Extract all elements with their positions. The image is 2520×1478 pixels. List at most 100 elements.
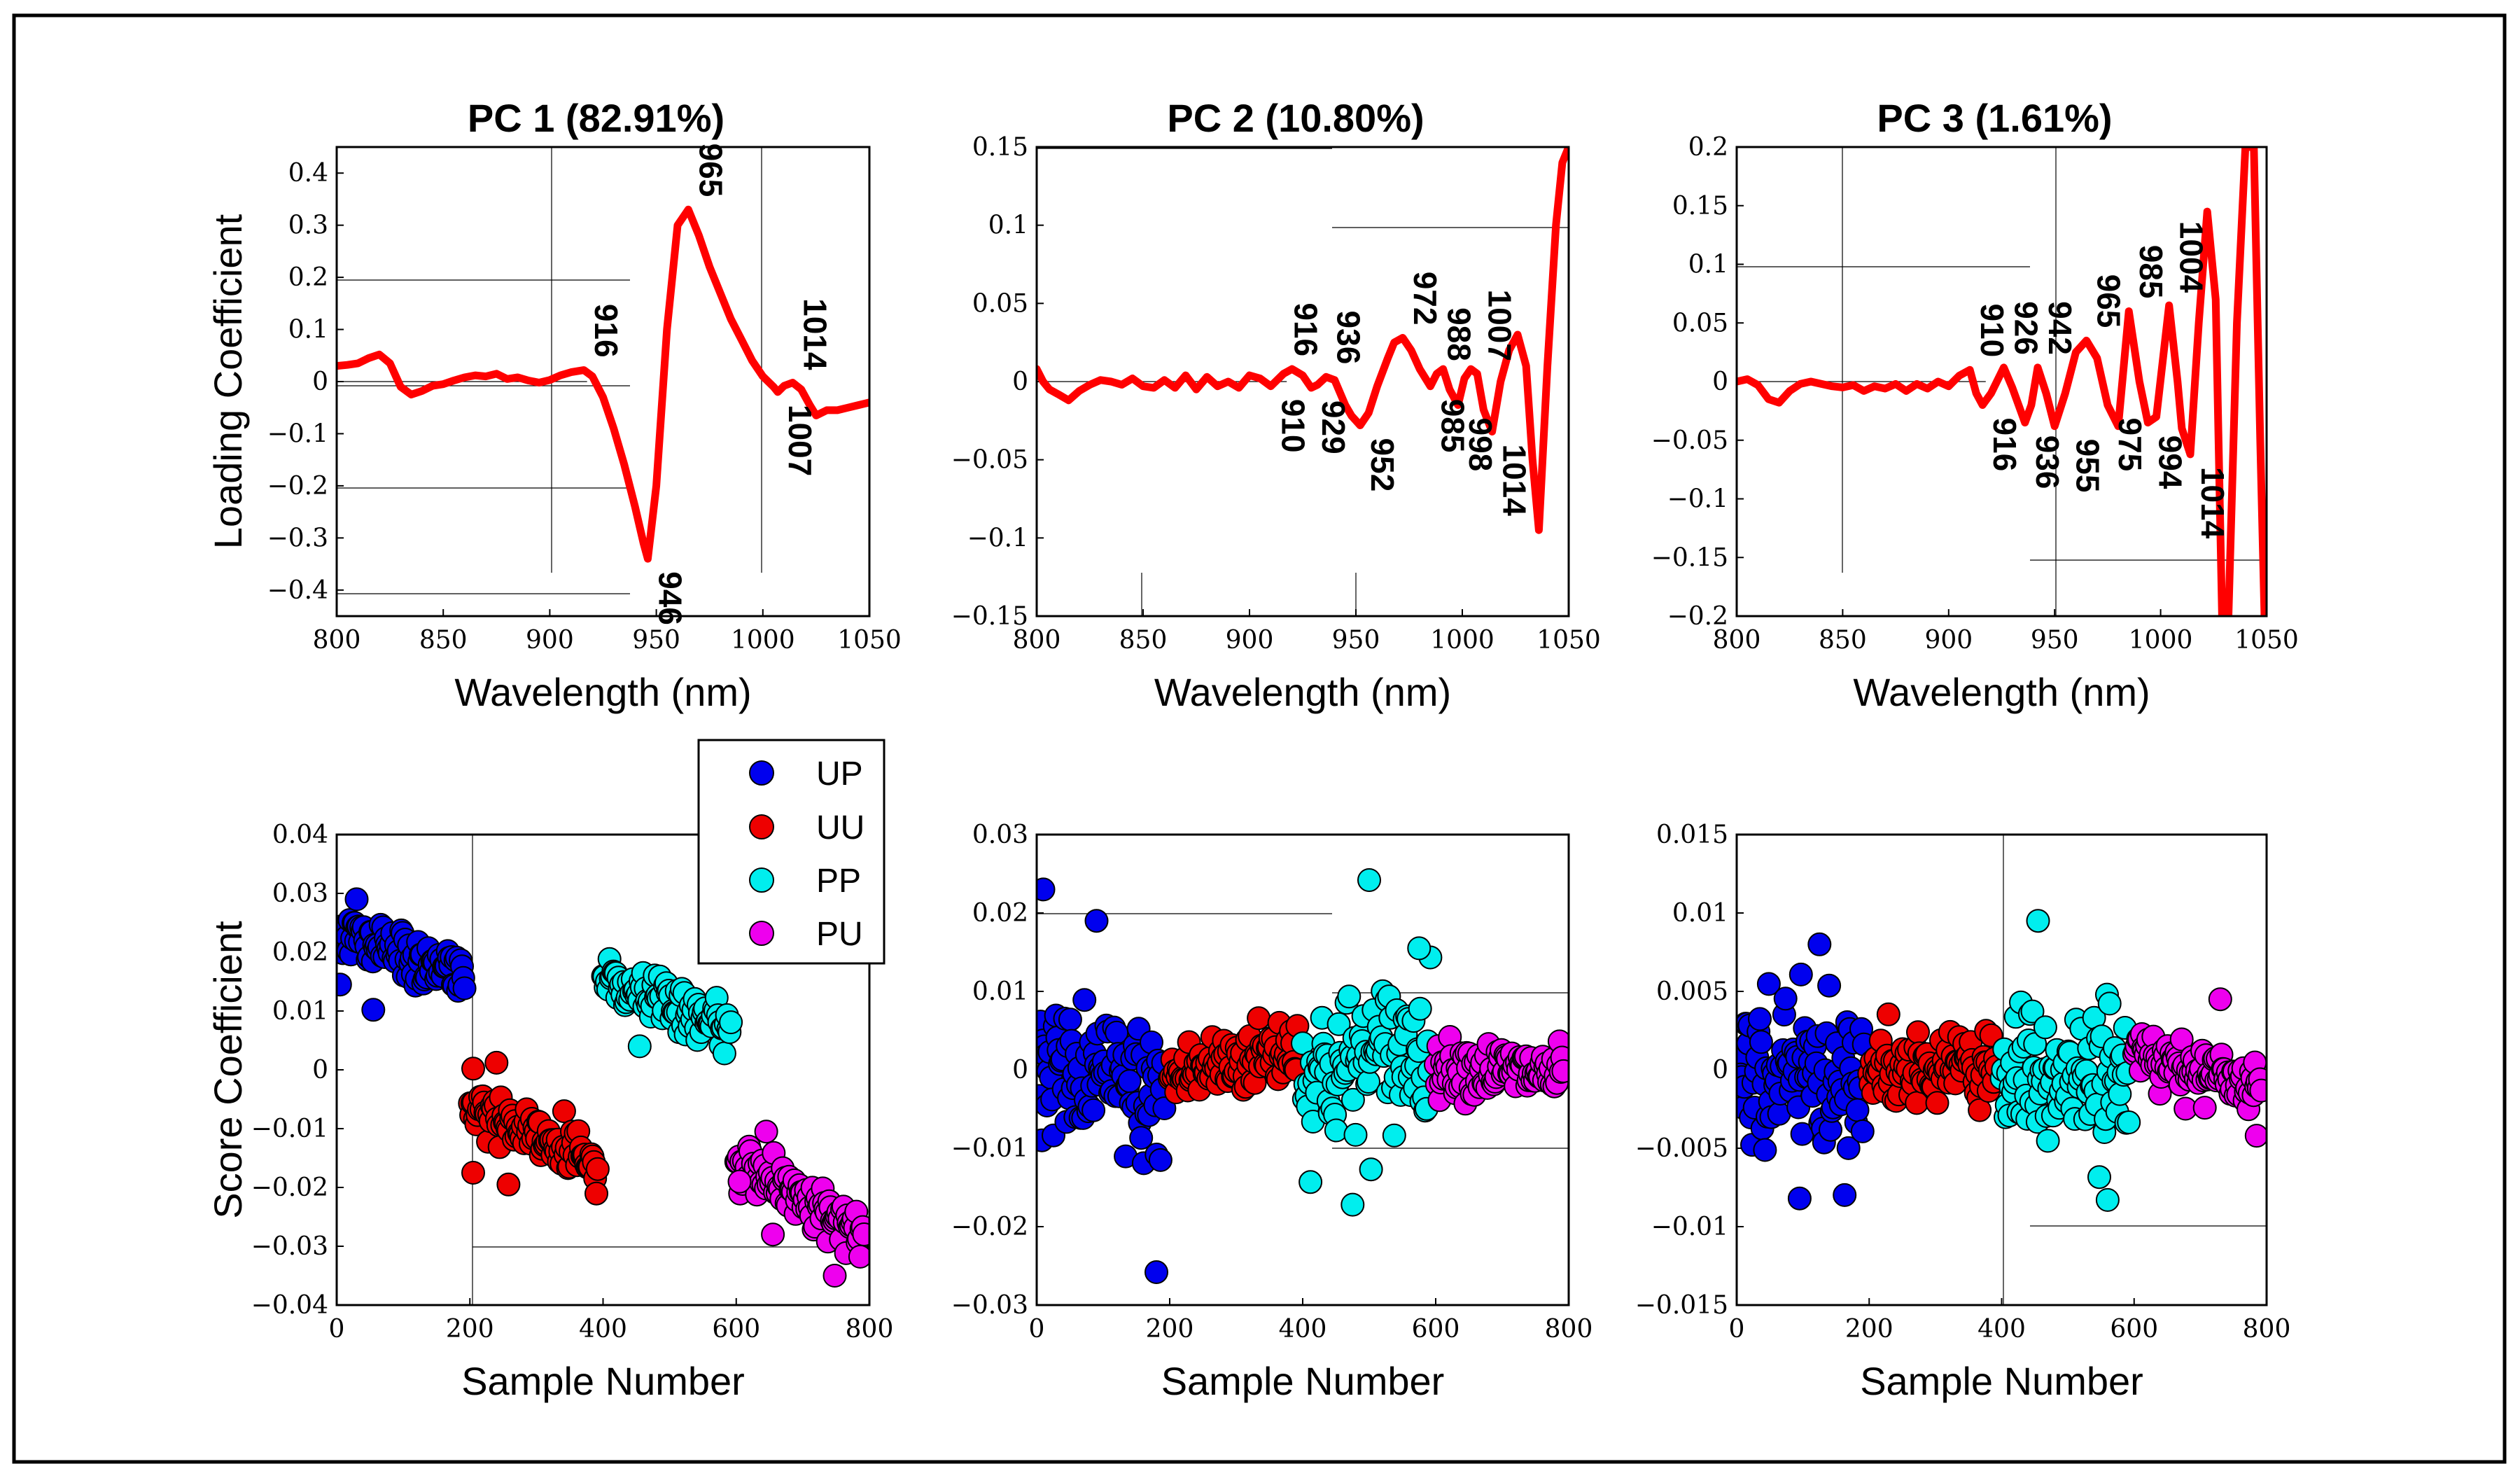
x-tick-label: 850 bbox=[1819, 626, 1867, 655]
y-tick-label: 0.02 bbox=[272, 938, 328, 967]
y-tick-label: 0 bbox=[1012, 368, 1028, 396]
score-point-pp bbox=[1357, 868, 1381, 892]
x-tick-label: 950 bbox=[632, 626, 680, 655]
y-tick-label: 0.3 bbox=[288, 211, 328, 240]
x-axis-label: Wavelength (nm) bbox=[1853, 670, 2150, 714]
y-tick-label: 0.15 bbox=[1672, 192, 1728, 221]
score-point-pp bbox=[1382, 1123, 1406, 1148]
score-point-pp bbox=[1337, 984, 1362, 1009]
peak-label: 972 bbox=[1407, 272, 1443, 326]
chart-title: PC 3 (1.61%) bbox=[1877, 96, 2112, 140]
legend-label-pp: PP bbox=[816, 863, 861, 900]
score-point-pp bbox=[1340, 1087, 1365, 1112]
chart-panel-4: 0 200 400 600 800 −0.04 −0.03 −0.02 −0.01 0 0.01 0.… bbox=[206, 821, 893, 1403]
peak-label: 910 bbox=[1275, 399, 1311, 453]
score-point-pp bbox=[1298, 1170, 1323, 1194]
y-tick-label: 0 bbox=[1712, 368, 1728, 396]
y-tick-label: −0.1 bbox=[1667, 485, 1728, 514]
plot-frame bbox=[1735, 146, 2268, 618]
y-tick-label: 0 bbox=[312, 368, 328, 396]
score-point-up bbox=[1749, 1030, 1773, 1054]
score-point-pu bbox=[2208, 987, 2232, 1012]
score-point-up bbox=[1850, 1119, 1875, 1143]
y-tick-label: −0.3 bbox=[267, 524, 328, 552]
peak-label: 975 bbox=[2112, 418, 2148, 472]
y-tick-label: −0.005 bbox=[1635, 1134, 1728, 1163]
peak-label: 985 bbox=[1434, 399, 1471, 453]
x-tick-label: 900 bbox=[526, 626, 574, 655]
x-tick-label: 800 bbox=[1545, 1315, 1593, 1344]
y-tick-label: 0.01 bbox=[272, 997, 328, 1026]
score-point-pp bbox=[1407, 936, 1432, 961]
x-tick-label: 800 bbox=[1013, 626, 1061, 655]
score-point-up bbox=[337, 972, 352, 997]
score-point-up bbox=[1082, 1098, 1106, 1122]
y-tick-label: −0.02 bbox=[951, 1213, 1028, 1241]
score-point-uu bbox=[1906, 1020, 1930, 1045]
x-tick-label: 900 bbox=[1924, 626, 1973, 655]
loading-curve bbox=[1037, 147, 1569, 534]
score-point-up bbox=[1037, 877, 1056, 902]
score-point-pu bbox=[852, 1222, 869, 1246]
x-tick-label: 200 bbox=[1146, 1315, 1194, 1344]
peak-label: 1004 bbox=[2174, 221, 2210, 293]
x-axis-label: Sample Number bbox=[1860, 1359, 2143, 1403]
y-tick-label: 0.04 bbox=[272, 821, 328, 849]
x-tick-label: 400 bbox=[1977, 1315, 2026, 1344]
y-tick-label: 0.2 bbox=[288, 263, 328, 292]
x-tick-label: 800 bbox=[2243, 1315, 2291, 1344]
loading-curve bbox=[1737, 147, 2267, 616]
peak-label: 910 bbox=[1974, 304, 2010, 358]
score-point-up bbox=[1058, 1008, 1082, 1032]
x-tick-label: 200 bbox=[446, 1315, 494, 1344]
score-point-up bbox=[1833, 1183, 1857, 1207]
x-axis-label: Sample Number bbox=[1161, 1359, 1445, 1403]
y-tick-label: 0 bbox=[312, 1056, 328, 1085]
x-tick-label: 1000 bbox=[731, 626, 795, 655]
y-axis-label: Score Coefficient bbox=[206, 921, 250, 1219]
x-tick-label: 900 bbox=[1226, 626, 1274, 655]
y-tick-label: 0.02 bbox=[972, 899, 1028, 928]
plot-content bbox=[337, 205, 869, 563]
y-tick-label: 0.01 bbox=[1672, 899, 1728, 928]
y-tick-label: −0.15 bbox=[1651, 543, 1728, 572]
legend-label-up: UP bbox=[816, 755, 863, 793]
peak-label: 942 bbox=[2042, 301, 2078, 355]
y-tick-label: 0 bbox=[1012, 1056, 1028, 1085]
score-point-up bbox=[1753, 1138, 1777, 1162]
y-tick-label: 0.1 bbox=[988, 211, 1028, 240]
y-tick-label: −0.2 bbox=[267, 472, 328, 501]
peak-label: 955 bbox=[2069, 439, 2106, 493]
score-point-up bbox=[1152, 1096, 1177, 1120]
peak-label: 985 bbox=[2133, 245, 2169, 299]
y-tick-label: −0.4 bbox=[267, 576, 328, 605]
score-point-up bbox=[1072, 988, 1097, 1012]
chart-panel-3: 800 850 900 950 1000 1050 −0.2 −0.15 −0.1 −0.05 0 0… bbox=[1651, 96, 2299, 714]
plot-content bbox=[1737, 909, 2267, 1212]
score-point-pu bbox=[2192, 1096, 2217, 1120]
score-point-up bbox=[452, 976, 477, 1001]
y-tick-label: 0.2 bbox=[1688, 133, 1728, 162]
y-tick-label: 0.1 bbox=[288, 316, 328, 344]
score-point-up bbox=[1084, 909, 1109, 933]
plot-frame bbox=[1035, 146, 1570, 618]
x-tick-label: 1050 bbox=[1536, 626, 1601, 655]
score-point-up bbox=[1773, 987, 1798, 1011]
y-tick-label: −0.01 bbox=[951, 1134, 1028, 1163]
score-point-uu bbox=[461, 1161, 485, 1185]
score-point-pp bbox=[2095, 1187, 2120, 1212]
peak-label: 916 bbox=[1987, 418, 2023, 472]
x-tick-label: 600 bbox=[712, 1315, 760, 1344]
y-tick-label: −0.1 bbox=[967, 524, 1028, 552]
score-point-pp bbox=[1408, 996, 1432, 1021]
x-tick-label: 800 bbox=[846, 1315, 894, 1344]
y-tick-label: 0.05 bbox=[1672, 309, 1728, 337]
peak-label: 936 bbox=[1330, 311, 1366, 365]
score-point-up bbox=[1787, 1186, 1812, 1211]
x-tick-label: 200 bbox=[1845, 1315, 1893, 1344]
y-tick-label: 0.05 bbox=[972, 289, 1028, 318]
x-tick-label: 0 bbox=[1729, 1315, 1745, 1344]
y-axis-label: Loading Coefficient bbox=[206, 214, 250, 549]
plot-frame bbox=[1035, 833, 1570, 1306]
